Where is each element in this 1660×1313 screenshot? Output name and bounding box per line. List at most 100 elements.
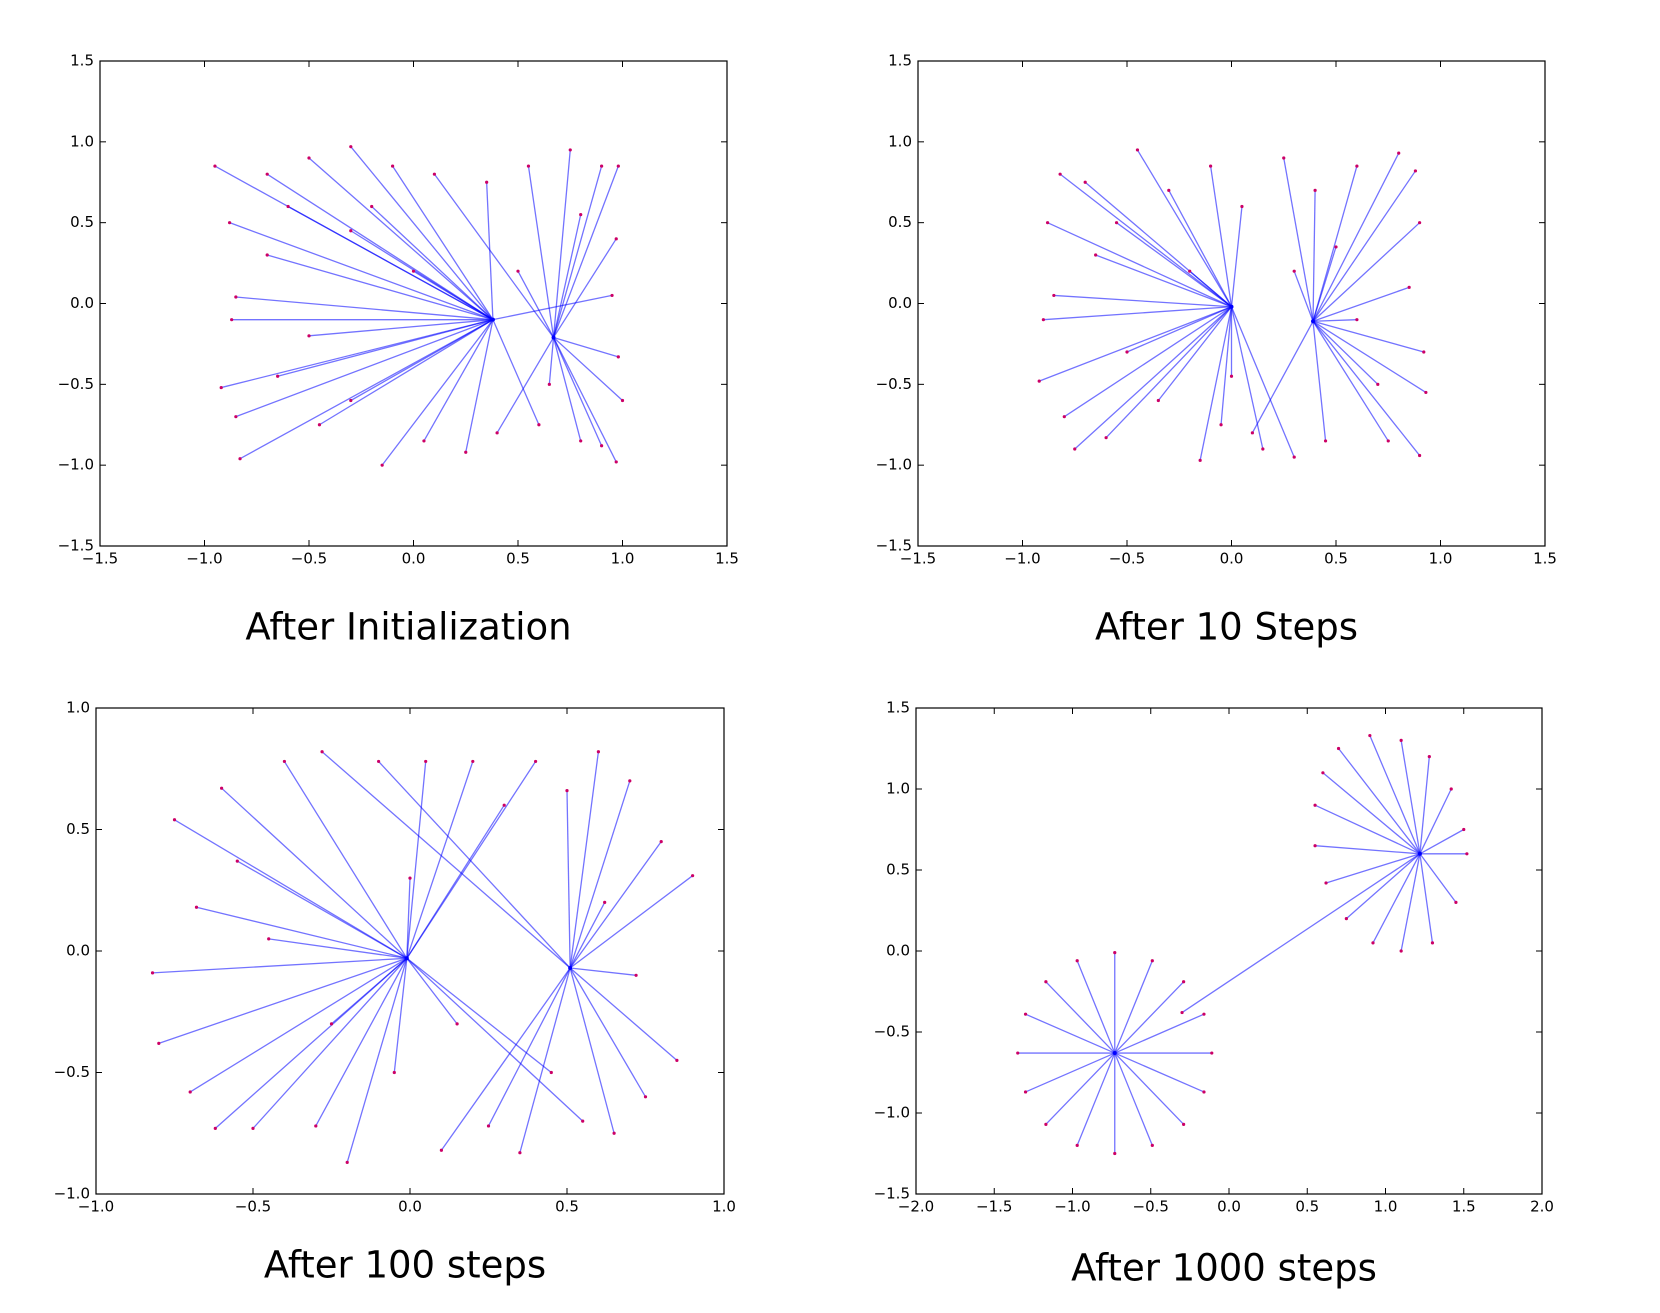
link: [486, 182, 494, 320]
x-tick-label: 0.0: [1220, 550, 1244, 568]
point: [1449, 787, 1453, 791]
point: [1313, 803, 1317, 807]
point: [1075, 959, 1079, 963]
point: [1023, 1090, 1028, 1094]
link: [1114, 960, 1153, 1054]
x-tick-label: 0.0: [398, 1198, 422, 1216]
link: [319, 319, 494, 426]
link: [406, 761, 427, 959]
point: [439, 1148, 443, 1152]
link: [1312, 320, 1424, 353]
point: [422, 439, 426, 443]
y-tick-label: 0.5: [66, 820, 90, 838]
y-tick-label: 1.5: [886, 699, 910, 717]
link: [1045, 981, 1116, 1054]
y-tick-label: 0.0: [66, 942, 90, 960]
point: [1321, 771, 1325, 775]
center: [1311, 319, 1316, 324]
point: [238, 457, 242, 461]
x-tick-label: −0.5: [1133, 1198, 1169, 1216]
point: [1430, 941, 1435, 945]
point: [1180, 1010, 1184, 1015]
link: [1312, 165, 1358, 322]
link: [1114, 1052, 1185, 1125]
point: [349, 398, 353, 403]
point: [157, 1041, 161, 1045]
y-tick-label: −1.0: [58, 456, 94, 474]
point: [1044, 980, 1048, 984]
link: [321, 751, 571, 969]
point: [1075, 1143, 1079, 1147]
point: [612, 1131, 616, 1135]
point: [370, 204, 374, 209]
panel: −1.5 −1.0 −0.5 0.0 0.5 1.0 1.5 −1.5 −1.0 −0.5 0.0 0…: [58, 52, 739, 649]
point: [614, 460, 618, 464]
point: [600, 164, 604, 168]
link: [1312, 320, 1379, 385]
point: [1399, 949, 1403, 953]
y-tick-label: −1.0: [874, 1104, 910, 1122]
link: [283, 761, 408, 959]
point: [314, 1124, 318, 1128]
point: [1368, 733, 1372, 738]
link: [519, 967, 571, 1153]
x-tick-label: −1.5: [82, 550, 118, 568]
x-tick-label: 1.5: [1533, 550, 1557, 568]
point: [549, 1070, 553, 1075]
y-tick-label: −1.5: [58, 537, 94, 555]
point: [534, 759, 538, 764]
link: [569, 967, 615, 1134]
link: [1230, 306, 1264, 450]
point: [620, 398, 625, 403]
center: [1229, 304, 1234, 309]
x-tick-label: 1.5: [715, 550, 739, 568]
link: [1136, 149, 1233, 308]
link: [189, 957, 408, 1093]
link: [1076, 960, 1116, 1054]
link: [1114, 1013, 1205, 1054]
point: [1182, 1122, 1186, 1126]
link: [1025, 1013, 1116, 1054]
link: [1074, 306, 1232, 450]
y-tick-label: 1.0: [66, 699, 90, 717]
point: [1044, 1122, 1048, 1126]
point: [1313, 844, 1317, 848]
link: [517, 270, 555, 338]
link: [1400, 740, 1421, 854]
link: [1043, 306, 1232, 321]
link: [308, 319, 493, 337]
axes-frame: [915, 707, 1543, 1195]
point: [265, 253, 269, 257]
link: [1372, 853, 1421, 944]
point: [1240, 204, 1244, 209]
x-tick-label: 1.5: [1452, 1198, 1476, 1216]
x-tick-label: 0.0: [402, 550, 426, 568]
point: [1376, 382, 1380, 386]
panel: −1.0 −0.5 0.0 0.5 1.0 −1.0 −0.5 0.0 0.5 1.0 After …: [54, 699, 736, 1287]
point: [1454, 900, 1458, 905]
point: [502, 803, 506, 807]
link: [566, 790, 571, 969]
caption: After Initialization: [245, 606, 571, 649]
link: [1419, 853, 1434, 943]
link: [346, 958, 408, 1163]
point: [1104, 436, 1108, 440]
x-tick-label: 0.5: [506, 550, 530, 568]
link: [1126, 306, 1232, 353]
link: [1293, 270, 1314, 322]
caption: After 1000 steps: [1071, 1247, 1377, 1290]
y-tick-label: −0.5: [54, 1063, 90, 1081]
point: [616, 164, 620, 168]
link: [174, 819, 408, 959]
link: [1053, 294, 1232, 308]
point: [1324, 881, 1328, 885]
link: [235, 296, 493, 321]
link: [1312, 319, 1357, 322]
link: [570, 967, 637, 976]
point: [1355, 318, 1359, 322]
point: [1282, 156, 1286, 160]
point: [392, 1070, 396, 1075]
link: [1230, 206, 1243, 307]
point: [485, 180, 489, 184]
